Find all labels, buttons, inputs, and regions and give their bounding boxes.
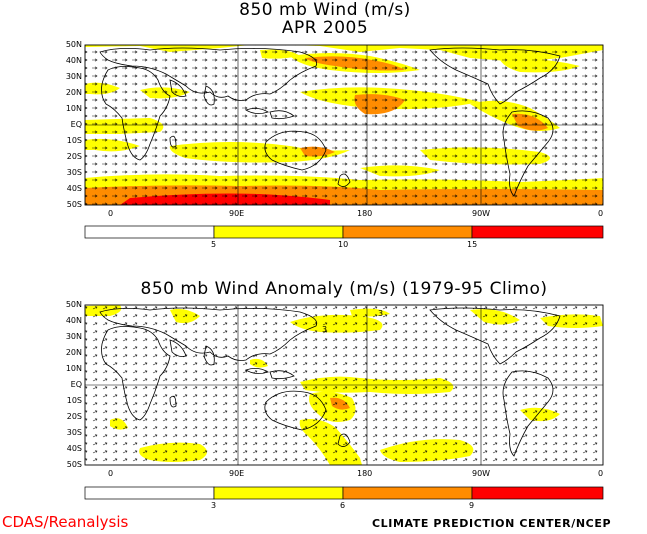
panel2-lat-label: 50S [66, 460, 82, 469]
panel2-lat-label: 10N [65, 364, 82, 373]
panel1-lat-label: 20N [65, 88, 82, 97]
panel2-lat-label: 10S [66, 396, 82, 405]
panel1-lon-label: 90W [472, 209, 491, 218]
panel2-contour-label: 3 [322, 325, 328, 334]
panel1-title-line1: 850 mb Wind (m/s) [239, 0, 411, 20]
panel1-colorbar [84, 225, 604, 239]
panel1-lat-label: 50S [66, 200, 82, 209]
panel1-lat-label: 10N [65, 104, 82, 113]
panel1-colorbar-tick: 5 [211, 240, 217, 249]
panel1-lat-label: 40S [66, 184, 82, 193]
panel2-lon-label: 0 [108, 469, 114, 478]
panel1-lat-label: 50N [65, 40, 82, 49]
panel2-lat-label: 30S [66, 428, 82, 437]
panel2-lat-label: 40N [65, 316, 82, 325]
panel2-lat-label: 20S [66, 412, 82, 421]
data-source-label: CDAS/Reanalysis [2, 513, 129, 531]
panel1-lat-label: 20S [66, 152, 82, 161]
panel2-lat-label: 20N [65, 348, 82, 357]
panel2-colorbar [84, 486, 604, 500]
panel2-contour-label: 3 [378, 309, 384, 318]
panel2-lat-label: 40S [66, 444, 82, 453]
panel1-colorbar-tick: 15 [467, 240, 478, 249]
panel1-colorbar-tick: 10 [338, 240, 349, 249]
panel2-lon-label: 90W [472, 469, 491, 478]
panel1-lat-label: 30S [66, 168, 82, 177]
panel2-colorbar-tick: 6 [340, 501, 346, 510]
panel1-lat-label: EQ [70, 120, 82, 129]
panel1-lon-label: 90E [229, 209, 245, 218]
panel2-lon-label: 180 [357, 469, 373, 478]
panel1-lat-label: 40N [65, 56, 82, 65]
panel2-title: 850 mb Wind Anomaly (m/s) (1979-95 Climo… [140, 279, 548, 299]
panel1-title-line2: APR 2005 [281, 18, 369, 38]
panel2-coastlines [99, 307, 561, 457]
producer-credit: CLIMATE PREDICTION CENTER/NCEP [372, 517, 612, 530]
panel2-colorbar-tick: 3 [211, 501, 217, 510]
panel2-lon-label: 90E [229, 469, 245, 478]
panel2-lat-label: EQ [70, 380, 82, 389]
panel1-coastlines [99, 47, 561, 197]
panel2-lon-label: 0 [598, 469, 604, 478]
panel1-lat-label: 10S [66, 136, 82, 145]
panel1-lon-label: 180 [357, 209, 373, 218]
panel2-lat-label: 30N [65, 332, 82, 341]
panel2-lat-label: 50N [65, 300, 82, 309]
panel1-lat-label: 30N [65, 72, 82, 81]
panel1-lon-label: 0 [598, 209, 604, 218]
panel2-colorbar-tick: 9 [469, 501, 475, 510]
panel1-lon-label: 0 [108, 209, 114, 218]
